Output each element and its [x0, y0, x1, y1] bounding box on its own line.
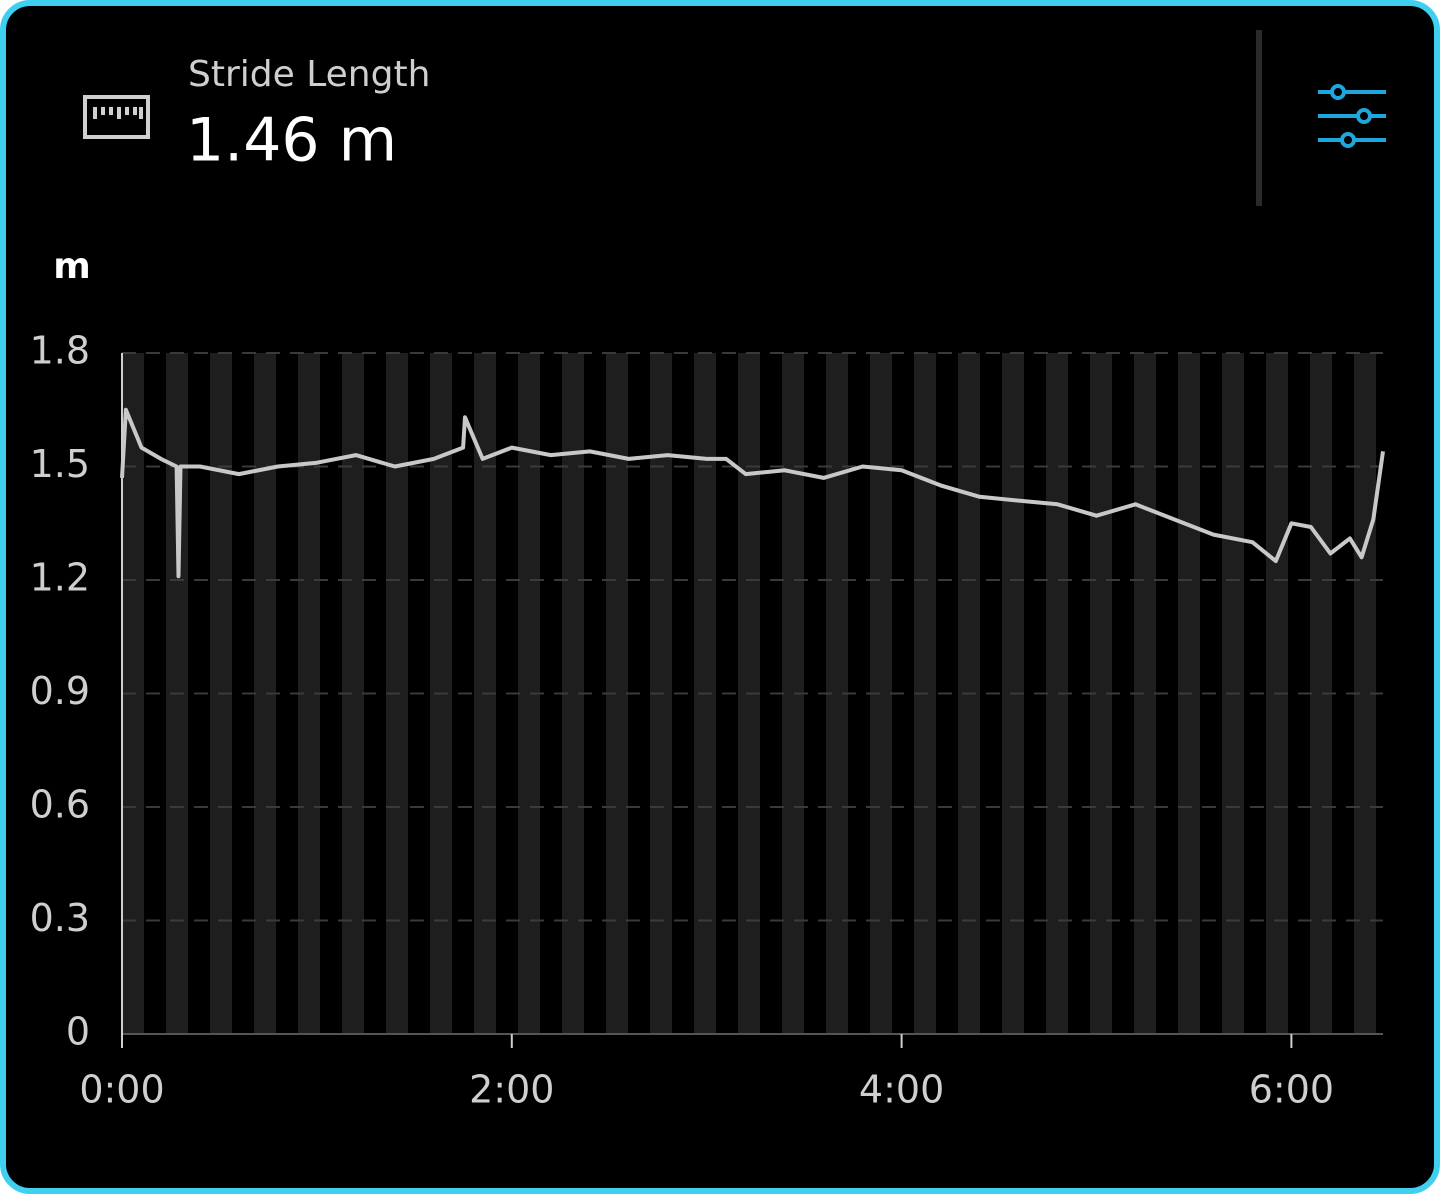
data-line — [120, 407, 1385, 579]
metric-value: 1.46 m — [186, 106, 397, 176]
y-tick-label: 1.8 — [30, 329, 90, 373]
x-tick-label: 4:00 — [859, 1068, 944, 1112]
y-tick-label: 1.2 — [30, 556, 90, 600]
x-tick-label: 2:00 — [469, 1068, 554, 1112]
x-tick-label: 6:00 — [1249, 1068, 1334, 1112]
filter-button[interactable] — [1318, 84, 1386, 148]
y-tick-label: 0.3 — [30, 896, 90, 940]
x-tick-label: 0:00 — [79, 1068, 164, 1112]
widget: Stride Length 1.46 m m 0 0.3 0.6 0.9 1.2 1.5 1… — [30, 30, 1386, 1112]
y-tick-label: 0 — [66, 1010, 90, 1054]
ruler-icon — [83, 95, 150, 139]
y-tick-label: 0.9 — [30, 669, 90, 713]
metric-title: Stride Length — [188, 54, 430, 95]
y-tick-label: 0.6 — [30, 783, 90, 827]
divider — [1256, 30, 1262, 206]
y-axis-unit: m — [53, 246, 91, 287]
y-tick-label: 1.5 — [30, 442, 90, 486]
